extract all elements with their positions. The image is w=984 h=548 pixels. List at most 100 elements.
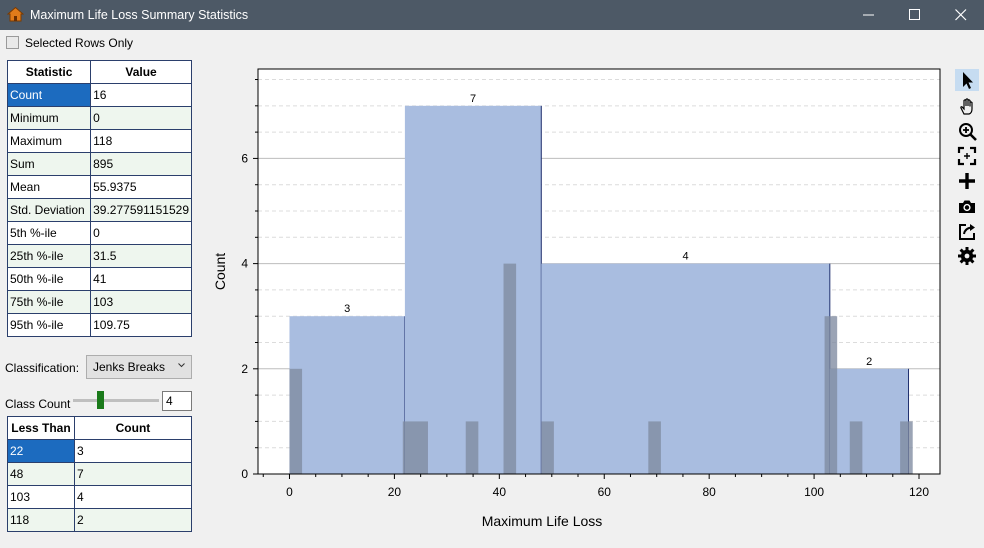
stat-row-value-cell[interactable]: 895	[90, 152, 192, 176]
stat-row[interactable]: Mean 55.9375	[6, 175, 192, 199]
detail-bar	[824, 316, 838, 474]
class-bar	[289, 316, 405, 474]
stat-row[interactable]: 5th %-ile 0	[6, 221, 192, 245]
stat-row[interactable]: Sum 895	[6, 152, 192, 176]
x-tick-label: 80	[702, 485, 716, 499]
window-title: Maximum Life Loss Summary Statistics	[30, 8, 249, 22]
stat-row-value-cell[interactable]: 39.277591151529	[90, 198, 192, 222]
class-count-input[interactable]: 4	[162, 391, 192, 411]
stat-row-key-cell[interactable]: Count	[6, 83, 92, 107]
stat-row-key-cell[interactable]: Minimum	[6, 106, 92, 130]
minimize-button[interactable]	[846, 0, 892, 30]
y-tick-label: 2	[241, 362, 248, 376]
zoom-extent-icon	[957, 146, 977, 166]
stat-row-key-cell[interactable]: 50th %-ile	[6, 267, 92, 291]
detail-bar	[849, 421, 863, 474]
classification-value: Jenks Breaks	[93, 360, 166, 374]
detail-bar	[541, 421, 554, 474]
stat-row[interactable]: 25th %-ile 31.5	[6, 244, 192, 268]
pan-hand-tool-button[interactable]	[955, 95, 979, 117]
bar-data-label: 4	[682, 251, 688, 263]
stat-row-value-cell[interactable]: 0	[90, 221, 192, 245]
settings-tool-button[interactable]	[955, 245, 979, 267]
add-tool-button[interactable]	[955, 170, 979, 192]
x-tick-label: 100	[804, 485, 824, 499]
x-tick-label: 0	[286, 485, 293, 499]
class-row-key-cell[interactable]: 22	[7, 439, 75, 463]
close-button[interactable]	[938, 0, 984, 30]
class-row-key-cell[interactable]: 48	[7, 462, 75, 486]
statistics-table: Statistic Value Count 16 Minimum 0 Maximum 11…	[6, 60, 192, 337]
class-count-slider-thumb[interactable]	[96, 391, 104, 409]
zoom-in-icon	[959, 123, 977, 141]
stat-row-value-cell[interactable]: 31.5	[90, 244, 192, 268]
stat-row-value-cell[interactable]: 0	[90, 106, 192, 130]
class-row-key-cell[interactable]: 103	[7, 485, 75, 509]
class-bar	[404, 105, 542, 474]
stat-row-key-cell[interactable]: Sum	[6, 152, 92, 176]
pan-hand-icon	[960, 98, 973, 115]
stat-row-key-cell[interactable]: 5th %-ile	[6, 221, 92, 245]
column-header-value[interactable]: Value	[90, 60, 192, 84]
stat-row-key-cell[interactable]: 25th %-ile	[6, 244, 92, 268]
class-count-slider-track[interactable]	[73, 399, 159, 402]
class-row[interactable]: 22 3	[7, 439, 193, 463]
zoom-in-tool-button[interactable]	[955, 120, 979, 142]
class-row-key-cell[interactable]: 118	[7, 508, 75, 532]
class-row[interactable]: 48 7	[7, 462, 193, 486]
column-header-less-than[interactable]: Less Than	[7, 416, 75, 440]
export-tool-button[interactable]	[955, 220, 979, 242]
class-bar	[829, 368, 909, 474]
x-tick-label: 60	[598, 485, 612, 499]
stat-row[interactable]: Maximum 118	[6, 129, 192, 153]
class-row[interactable]: 118 2	[7, 508, 193, 532]
stat-row[interactable]: 50th %-ile 41	[6, 267, 192, 291]
detail-bar	[503, 263, 517, 474]
class-row-value-cell[interactable]: 2	[73, 508, 193, 532]
stat-row[interactable]: Count 16	[6, 83, 192, 107]
classification-dropdown[interactable]: Jenks Breaks	[86, 355, 192, 379]
x-tick-label: 20	[388, 485, 402, 499]
stat-row-value-cell[interactable]: 103	[90, 290, 192, 314]
x-axis-label: Maximum Life Loss	[482, 513, 603, 529]
stat-row-key-cell[interactable]: Maximum	[6, 129, 92, 153]
stat-row-key-cell[interactable]: Std. Deviation	[6, 198, 92, 222]
stat-row[interactable]: 75th %-ile 103	[6, 290, 192, 314]
zoom-extent-tool-button[interactable]	[955, 145, 979, 167]
stat-row[interactable]: 95th %-ile 109.75	[6, 313, 192, 337]
class-row[interactable]: 103 4	[7, 485, 193, 509]
stat-row-key-cell[interactable]: 95th %-ile	[6, 313, 92, 337]
pointer-tool-button[interactable]	[955, 69, 979, 91]
bar-data-label: 7	[470, 93, 476, 105]
column-header-statistic[interactable]: Statistic	[6, 60, 92, 84]
class-row-value-cell[interactable]: 3	[73, 439, 193, 463]
column-header-count[interactable]: Count	[73, 416, 193, 440]
maximize-button[interactable]	[892, 0, 938, 30]
bar-data-label: 2	[866, 356, 872, 368]
detail-bar	[289, 368, 303, 474]
stat-row[interactable]: Minimum 0	[6, 106, 192, 130]
export-icon	[959, 224, 975, 240]
maximize-icon	[909, 9, 920, 20]
settings-icon	[958, 247, 976, 265]
stat-row-value-cell[interactable]: 55.9375	[90, 175, 192, 199]
class-row-value-cell[interactable]: 4	[73, 485, 193, 509]
y-tick-label: 0	[241, 467, 248, 481]
bar-data-label: 3	[344, 303, 350, 315]
x-tick-label: 40	[493, 485, 507, 499]
stat-row[interactable]: Std. Deviation 39.277591151529	[6, 198, 192, 222]
stat-row-value-cell[interactable]: 118	[90, 129, 192, 153]
camera-tool-button[interactable]	[955, 195, 979, 217]
stat-row-key-cell[interactable]: Mean	[6, 175, 92, 199]
selected-rows-only-checkbox[interactable]	[6, 36, 19, 49]
add-icon	[959, 173, 975, 189]
stat-row-value-cell[interactable]: 41	[90, 267, 192, 291]
close-icon	[955, 9, 967, 21]
stat-row-key-cell[interactable]: 75th %-ile	[6, 290, 92, 314]
stat-row-value-cell[interactable]: 16	[90, 83, 192, 107]
detail-bar	[648, 421, 661, 474]
stat-row-value-cell[interactable]: 109.75	[90, 313, 192, 337]
class-row-value-cell[interactable]: 7	[73, 462, 193, 486]
y-axis-label: Count	[212, 253, 228, 290]
